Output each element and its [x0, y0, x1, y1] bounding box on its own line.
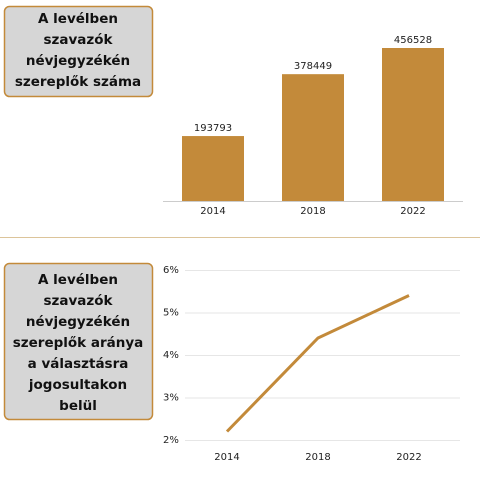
data-label: 378449: [294, 61, 332, 72]
y-tick-label: 4%: [163, 350, 179, 361]
bar: [382, 48, 444, 201]
title-box: [3, 262, 154, 421]
line: [225, 294, 410, 433]
title-box: [3, 5, 154, 98]
x-tick-label: 2014: [200, 206, 225, 217]
data-label: 193793: [194, 123, 232, 134]
y-tick-label: 6%: [163, 265, 179, 276]
chart-title: szereplők száma: [15, 74, 141, 90]
y-tick-label: 2%: [163, 435, 179, 446]
chart-title: jogosultakon: [28, 377, 127, 393]
x-tick-label: 2014: [214, 452, 239, 463]
x-tick-label: 2022: [396, 452, 421, 463]
chart-title: szavazók: [43, 293, 113, 309]
x-tick-label: 2018: [300, 206, 325, 217]
y-tick-label: 5%: [163, 308, 179, 319]
x-tick-label: 2022: [400, 206, 425, 217]
chart-title: A levélben: [38, 272, 118, 288]
bar: [182, 136, 244, 201]
chart-title: névjegyzékén: [26, 314, 130, 330]
chart-title: szereplők aránya: [13, 335, 144, 351]
chart-title: névjegyzékén: [26, 53, 130, 69]
chart-title: szavazók: [43, 32, 113, 48]
bar: [282, 74, 344, 201]
chart-title: A levélben: [38, 11, 118, 27]
y-tick-label: 3%: [163, 393, 179, 404]
x-tick-label: 2018: [305, 452, 330, 463]
data-label: 456528: [394, 35, 432, 46]
chart-title: a választásra: [28, 356, 129, 372]
chart-title: belül: [59, 398, 97, 414]
